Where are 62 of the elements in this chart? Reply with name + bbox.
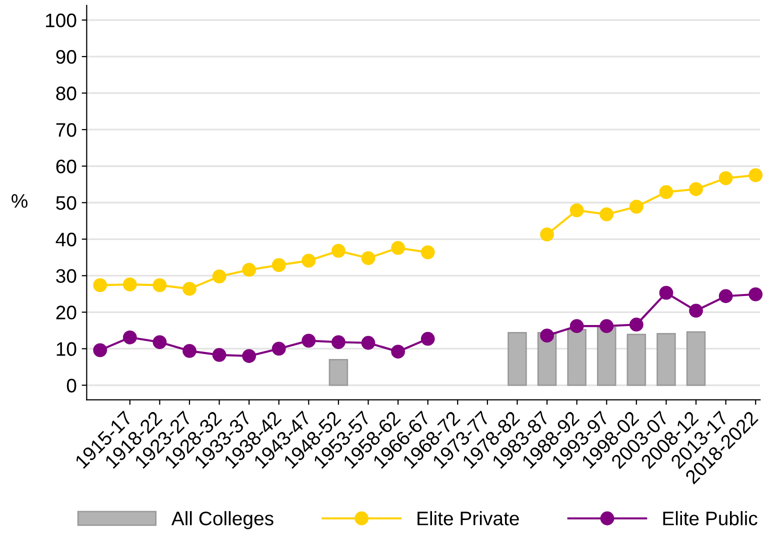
bar: [567, 329, 586, 386]
point: [629, 200, 644, 214]
point: [212, 348, 226, 362]
point: [391, 344, 405, 359]
y-tick-label: 50: [56, 196, 76, 210]
point: [570, 203, 584, 218]
bar: [508, 332, 527, 386]
y-tick-label: 80: [56, 86, 76, 100]
point: [152, 335, 167, 350]
y-axis-title: %: [12, 194, 28, 208]
point: [689, 304, 703, 318]
point: [212, 269, 226, 284]
legend-label: Elite Private: [418, 511, 519, 526]
point: [122, 277, 137, 292]
point: [391, 240, 405, 255]
legend-label: Elite Public: [663, 511, 758, 526]
y-tick-label: 90: [56, 50, 76, 64]
y-tick-label: 0: [66, 378, 76, 392]
point: [748, 287, 763, 302]
point: [242, 349, 256, 363]
point: [540, 227, 554, 242]
bar: [656, 333, 676, 386]
bar: [328, 358, 348, 386]
point: [93, 343, 108, 358]
point: [242, 262, 256, 277]
point: [659, 286, 674, 300]
y-tick-label: 20: [56, 306, 76, 320]
point: [182, 344, 196, 358]
point: [182, 282, 196, 296]
point: [718, 289, 733, 304]
y-tick-label: 100: [46, 14, 76, 28]
y-tick-label: 30: [56, 269, 76, 283]
point: [361, 251, 376, 266]
point: [122, 330, 137, 344]
point: [570, 319, 584, 334]
point: [152, 278, 167, 292]
point: [272, 258, 286, 272]
point: [420, 332, 435, 346]
point: [600, 319, 614, 334]
point: [302, 254, 316, 268]
point: [659, 185, 674, 199]
point: [748, 168, 763, 182]
point: [332, 335, 346, 350]
point: [272, 342, 286, 356]
y-tick-label: 40: [56, 232, 76, 246]
y-tick-label: 60: [56, 160, 76, 174]
point: [302, 334, 316, 348]
point: [361, 336, 376, 350]
legend-label: All Colleges: [171, 511, 274, 530]
bar: [596, 326, 616, 386]
bar: [626, 334, 646, 386]
bar: [686, 331, 706, 386]
point: [540, 328, 554, 343]
y-tick-label: 70: [56, 123, 76, 137]
point: [332, 244, 346, 258]
point: [600, 207, 614, 222]
point: [689, 182, 703, 196]
point: [93, 278, 108, 292]
point: [420, 245, 435, 260]
point: [718, 171, 733, 186]
y-tick-label: 10: [56, 342, 76, 356]
point: [629, 318, 644, 332]
